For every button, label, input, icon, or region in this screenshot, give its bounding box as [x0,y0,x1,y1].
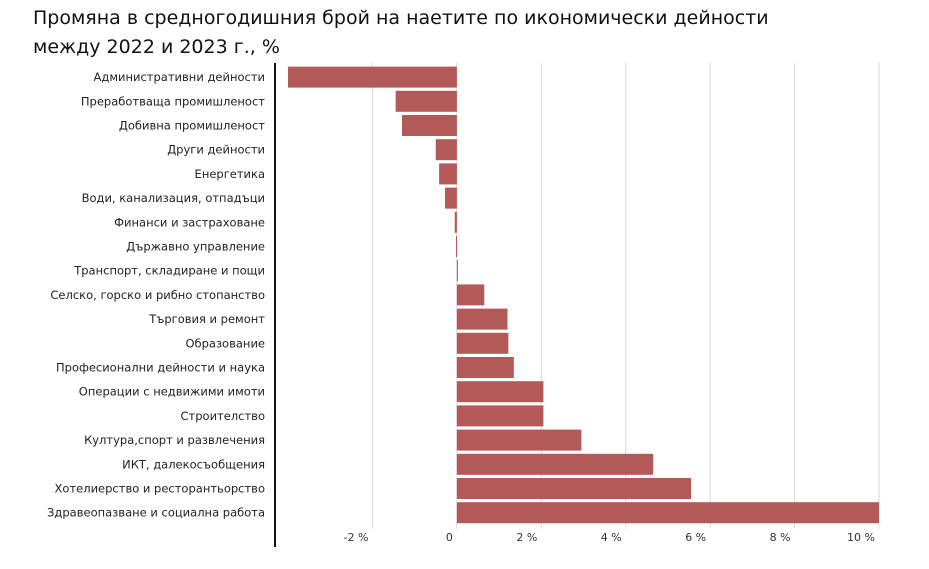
bar-15 [456,429,582,451]
category-label-16: ИКТ, далекосъобщения [122,457,265,471]
category-label-5: Води, канализация, отпадъци [82,191,265,205]
category-label-1: Преработваща промишленост [81,94,265,108]
bar-2 [401,115,457,136]
category-label-4: Енергетика [195,167,265,181]
bar-10 [456,308,508,330]
category-label-6: Финанси и застраховане [114,215,265,229]
bar-17 [456,478,692,499]
x-tick-label-2: 2 % [516,531,537,544]
bar-11 [456,332,509,354]
x-tick-label-3: 4 % [601,531,622,544]
category-label-7: Държавно управление [126,240,265,254]
bar-7 [456,236,458,257]
bar-4 [439,163,457,185]
bar-3 [435,139,457,161]
category-label-3: Други дейности [167,143,265,157]
category-label-0: Административни дейности [94,70,265,84]
category-label-10: Търговия и ремонт [148,312,265,326]
category-label-17: Хотелиерство и ресторантьорство [55,482,265,496]
bar-12 [456,357,514,378]
x-tick-label-1: 0 [446,531,453,544]
x-tick-label-4: 6 % [685,531,706,544]
category-label-12: Професионални дейности и наука [56,361,265,375]
bar-5 [445,187,457,209]
bar-6 [454,211,457,233]
bar-8 [456,260,458,282]
x-tick-label-6: 10 % [847,531,875,544]
bar-14 [456,405,544,427]
category-label-9: Селско, горско и рибно стопанство [50,288,265,302]
bar-0 [288,66,457,88]
chart-title-line-1: Промяна в средногодишния брой на наетите… [33,7,769,29]
bar-16 [456,453,654,475]
category-label-15: Култура,спорт и развлечения [84,433,265,447]
category-label-2: Добивна промишленост [119,119,265,133]
category-label-13: Операции с недвижими имоти [79,385,265,399]
bar-1 [395,90,457,112]
x-tick-label-0: -2 % [344,531,369,544]
category-label-8: Транспорт, складиране и пощи [73,264,265,278]
bar-13 [456,381,544,403]
bar-18 [456,502,879,524]
chart-title-line-2: между 2022 и 2023 г., % [33,36,280,58]
bar-9 [456,284,485,306]
category-label-14: Строителство [181,409,266,423]
category-label-18: Здравеопазване и социална работа [47,506,265,520]
chart-title: Промяна в средногодишния брой на наетите… [33,4,913,62]
x-tick-label-5: 8 % [770,531,791,544]
category-label-11: Образование [185,336,265,350]
